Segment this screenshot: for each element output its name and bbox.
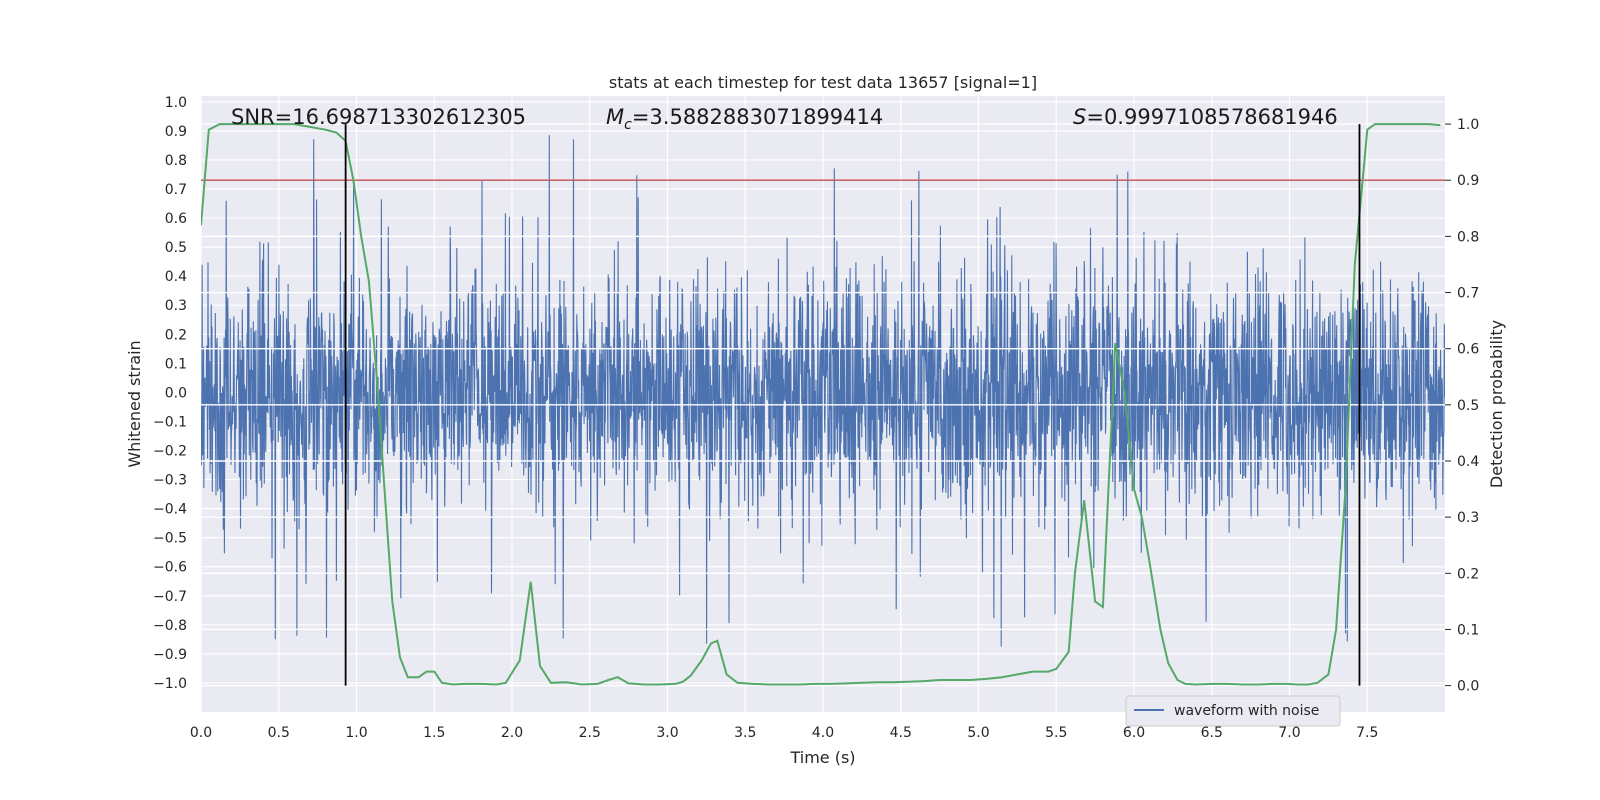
x-tick-label: 2.5: [579, 725, 601, 741]
x-tick-label: 3.0: [656, 725, 678, 741]
y2-tick-label: 0.7: [1457, 286, 1479, 302]
x-tick-label: 2.0: [501, 725, 523, 741]
y-tick-label: 0.8: [165, 153, 187, 169]
y-tick-label: −0.6: [153, 560, 187, 576]
y2-tick-label: 1.0: [1457, 117, 1479, 133]
x-tick-label: 6.0: [1123, 725, 1145, 741]
y-tick-label: −0.5: [153, 531, 187, 547]
x-tick-label: 7.5: [1356, 725, 1378, 741]
legend-box: [1125, 695, 1341, 727]
mc-value: =3.5882883071899414: [632, 105, 883, 129]
y-axis-ticks: 1.0 0.9 0.8 0.7 0.6 0.5 0.4 0.3 0.2 0.1 0.0 −0.1 −0.…: [153, 95, 187, 692]
y2-axis-ticks: 1.0 0.9 0.8 0.7 0.6 0.5 0.4 0.3 0.2 0.1 0.0: [1445, 117, 1479, 695]
legend: waveform with noise: [1125, 695, 1341, 727]
x-tick-label: 4.0: [812, 725, 834, 741]
y2-tick-label: 0.8: [1457, 229, 1479, 245]
y2-tick-label: 0.9: [1457, 173, 1479, 189]
y-tick-label: −0.7: [153, 589, 187, 605]
y-tick-label: 0.6: [165, 211, 187, 227]
y-tick-label: 0.3: [165, 298, 187, 314]
x-tick-label: 3.5: [734, 725, 756, 741]
y-tick-label: −1.0: [153, 676, 187, 692]
y-tick-label: 0.5: [165, 240, 187, 256]
y2-tick-label: 0.0: [1457, 679, 1479, 695]
y-tick-label: 0.7: [165, 182, 187, 198]
y2-tick-label: 0.6: [1457, 342, 1479, 358]
y-tick-label: 0.9: [165, 124, 187, 140]
y-tick-label: −0.8: [153, 618, 187, 634]
x-tick-label: 7.0: [1278, 725, 1300, 741]
legend-label: waveform with noise: [1174, 703, 1319, 719]
s-annotation: S=0.9997108578681946: [1073, 105, 1338, 129]
s-symbol: S: [1073, 105, 1086, 129]
snr-annotation: SNR=16.698713302612305: [231, 105, 526, 129]
mc-annotation: Mc=3.5882883071899414: [606, 105, 883, 133]
y2-axis-label: Detection probability: [1487, 320, 1506, 488]
y-tick-label: −0.1: [153, 414, 187, 430]
x-tick-label: 0.0: [190, 725, 212, 741]
y-tick-label: 1.0: [165, 95, 187, 111]
x-axis-ticks: 0.0 0.5 1.0 1.5 2.0 2.5 3.0 3.5 4.0 4.5 5.0 5.5 6.0 6…: [190, 725, 1379, 741]
detection-probability-series: [201, 123, 1441, 686]
y2-tick-label: 0.5: [1457, 398, 1479, 414]
waveform-with-noise-series: [201, 134, 1445, 647]
y-tick-label: 0.1: [165, 356, 187, 372]
chart-title: stats at each timestep for test data 136…: [609, 73, 1037, 92]
y-tick-label: −0.3: [153, 473, 187, 489]
y2-tick-label: 0.4: [1457, 454, 1479, 470]
vertical-markers: [344, 124, 1361, 686]
y2-tick-label: 0.2: [1457, 566, 1479, 582]
y-tick-label: 0.2: [165, 327, 187, 343]
x-tick-label: 0.5: [268, 725, 290, 741]
x-tick-label: 6.5: [1201, 725, 1223, 741]
x-tick-label: 1.0: [345, 725, 367, 741]
y-axis-label: Whitened strain: [125, 340, 144, 467]
y-tick-label: −0.9: [153, 647, 187, 663]
s-value: =0.9997108578681946: [1086, 105, 1337, 129]
x-tick-label: 4.5: [890, 725, 912, 741]
mc-symbol: M: [606, 105, 624, 129]
y-tick-label: −0.2: [153, 443, 187, 459]
y-tick-label: 0.4: [165, 269, 187, 285]
x-tick-label: 5.5: [1045, 725, 1067, 741]
x-tick-label: 5.0: [967, 725, 989, 741]
grid-overlay: [201, 123, 1445, 687]
x-tick-label: 1.5: [423, 725, 445, 741]
y-tick-label: −0.4: [153, 502, 187, 518]
y2-tick-label: 0.1: [1457, 622, 1479, 638]
y-tick-label: 0.0: [165, 385, 187, 401]
y2-tick-label: 0.3: [1457, 510, 1479, 526]
x-axis-label: Time (s): [789, 748, 855, 767]
mc-subscript: c: [624, 117, 632, 133]
